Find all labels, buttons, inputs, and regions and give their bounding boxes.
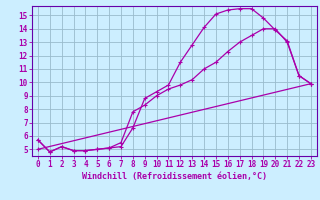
X-axis label: Windchill (Refroidissement éolien,°C): Windchill (Refroidissement éolien,°C) — [82, 172, 267, 181]
